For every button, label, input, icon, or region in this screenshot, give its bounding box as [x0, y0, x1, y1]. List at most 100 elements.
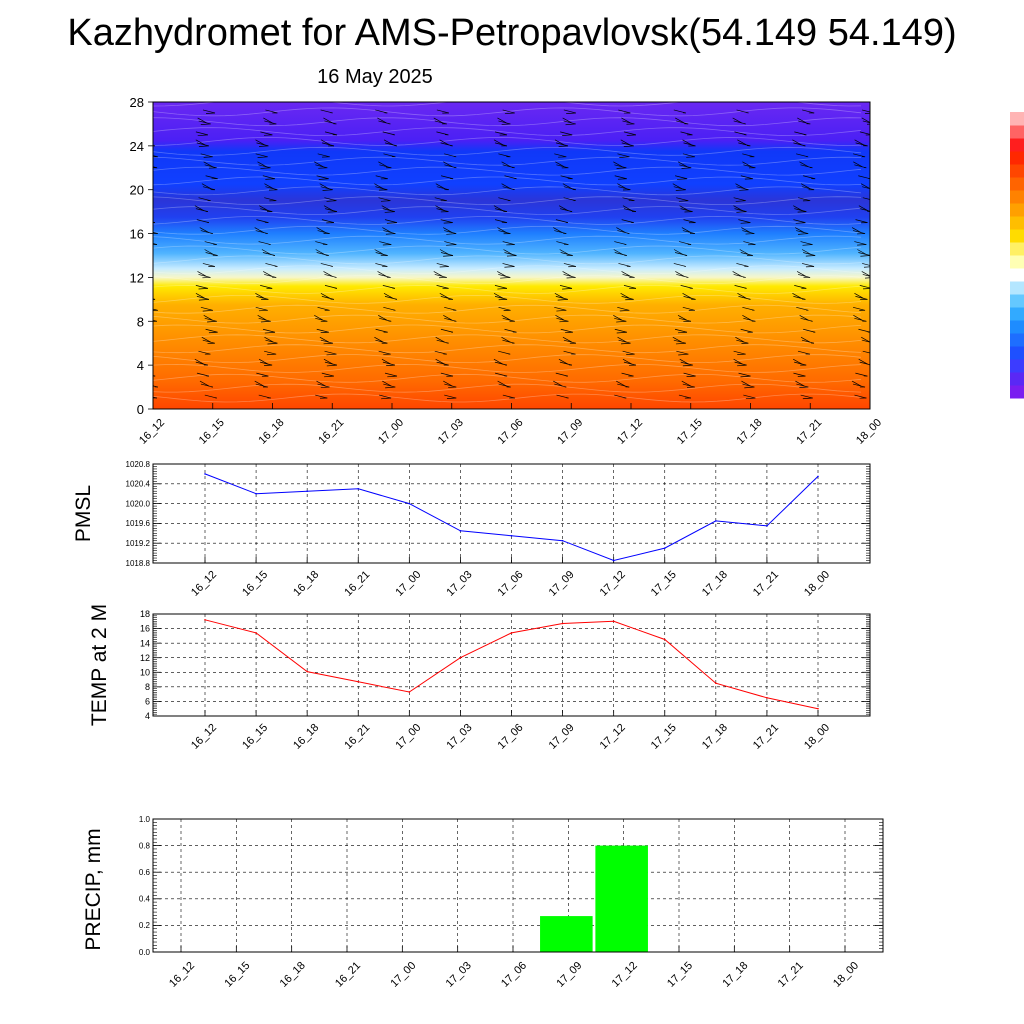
pmsl-y-axis-label: PMSL: [72, 485, 95, 542]
wind-barb-staff: [744, 386, 755, 389]
wind-barb-flag: [503, 249, 513, 255]
temp-y-axis-label: TEMP at 2 M: [88, 604, 111, 726]
wind-barb-flag: [862, 120, 870, 124]
pmsl-y-tick-label: 1019.2: [126, 539, 151, 548]
pmsl-data-point: [715, 520, 717, 522]
wind-barb-flag: [197, 271, 207, 277]
wind-barb-flag: [613, 161, 623, 168]
wind-barb-flag: [201, 336, 211, 343]
temp-data-point: [357, 680, 360, 683]
heatmap-contour-line: [153, 304, 862, 314]
wind-barb-flag: [255, 230, 268, 234]
wind-barb-flag: [256, 142, 269, 147]
wind-barb-flag: [673, 263, 686, 267]
wind-barb-flag: [384, 372, 398, 377]
heatmap-contour-line: [153, 324, 862, 334]
wind-barb-flag: [433, 117, 443, 124]
wind-barb-staff: [616, 320, 627, 323]
wind-barb-flag: [563, 186, 576, 191]
wind-barb-flag: [743, 164, 756, 169]
wind-barb-flag: [259, 361, 273, 366]
wind-barb-flag: [324, 274, 337, 278]
wind-barb-flag: [852, 306, 866, 311]
wind-barb-flag: [378, 350, 391, 355]
wind-barb-flag: [494, 296, 508, 300]
wind-barb-staff: [139, 266, 149, 267]
wind-barb-staff: [500, 277, 511, 279]
wind-barb-staff: [266, 353, 277, 356]
wind-barb-flag: [683, 372, 696, 377]
temp-y-tick-label: 10: [140, 667, 150, 677]
wind-barb-flag: [255, 306, 268, 311]
wind-barb-flag: [618, 339, 631, 344]
wind-barb-flag: [858, 175, 870, 180]
wind-barb-flag: [855, 296, 868, 300]
wind-barb-flag: [743, 317, 756, 322]
heatmap-contour-line: [153, 285, 862, 294]
wind-barb-flag: [257, 161, 267, 168]
wind-barb-flag: [799, 161, 809, 168]
wind-barb-flag: [614, 164, 627, 169]
wind-barb-flag: [444, 153, 457, 158]
wind-barb-flag: [682, 153, 695, 158]
wind-barb-flag: [321, 372, 334, 377]
precip-x-tick-label: 17_03: [444, 960, 474, 990]
wind-barb-flag: [493, 293, 504, 299]
wind-barb-flag: [734, 285, 747, 289]
wind-barb-flag: [264, 183, 274, 190]
wind-barb-flag: [138, 206, 147, 211]
precip-x-tick-label: 18_00: [831, 960, 861, 990]
wind-barb-flag: [439, 249, 450, 255]
wind-barb-flag: [314, 314, 324, 321]
wind-barb-flag: [153, 319, 154, 321]
wind-barb-flag: [680, 285, 693, 289]
heatmap-contour-line: [153, 206, 862, 215]
wind-barb-staff: [439, 266, 449, 268]
wind-barb-flag: [801, 263, 815, 267]
temp-data-point: [408, 691, 411, 693]
wind-barb-flag: [797, 117, 807, 124]
wind-barb-staff: [802, 244, 813, 246]
wind-barb-flag: [556, 164, 569, 169]
wind-barb-staff: [443, 255, 454, 257]
colorbar: [1010, 112, 1024, 399]
wind-barb-flag: [854, 394, 867, 399]
wind-barb-staff: [616, 331, 627, 334]
wind-barb-flag: [255, 139, 265, 146]
temp-data-point: [612, 620, 615, 623]
wind-barb-staff: [267, 342, 278, 345]
wind-barb-flag: [800, 394, 813, 399]
wind-barb-flag: [203, 314, 213, 321]
wind-barb-flag: [800, 241, 813, 245]
wind-barb-flag: [732, 271, 742, 277]
wind-barb-staff: [566, 277, 576, 279]
wind-barb-flag: [622, 274, 635, 278]
wind-barb-flag: [375, 186, 388, 191]
wind-barb-flag: [803, 328, 816, 333]
wind-barb-flag: [379, 164, 392, 169]
wind-barb-flag: [204, 164, 217, 169]
colorbar-swatch: [1010, 255, 1024, 269]
wind-barb-flag: [854, 317, 867, 322]
wind-barb-flag: [153, 255, 154, 256]
wind-barb-flag: [555, 314, 565, 321]
chart-title: Kazhydromet for AMS-Petropavlovsk(54.149…: [67, 12, 957, 54]
wind-barb-flag: [254, 380, 264, 387]
wind-barb-flag: [383, 230, 396, 234]
temp-data-point: [204, 619, 206, 621]
wind-barb-flag: [199, 227, 209, 233]
precip-y-tick-label: 1.0: [139, 815, 151, 824]
wind-barb-flag: [382, 361, 396, 366]
wind-barb-flag: [734, 208, 747, 212]
pmsl-x-tick-label: 17_18: [700, 569, 730, 599]
wind-barb-flag: [554, 139, 565, 146]
wind-barb-staff: [799, 386, 809, 388]
wind-barb-flag: [501, 336, 511, 343]
heatmap-contour-line: [153, 235, 862, 245]
wind-barb-flag: [498, 383, 511, 388]
temp-y-tick-label: 14: [140, 638, 150, 648]
precip-x-tick-label: 17_18: [720, 960, 750, 990]
wind-barb-flag: [153, 385, 158, 388]
wind-barb-flag: [682, 230, 695, 234]
wind-barb-flag: [858, 358, 868, 365]
